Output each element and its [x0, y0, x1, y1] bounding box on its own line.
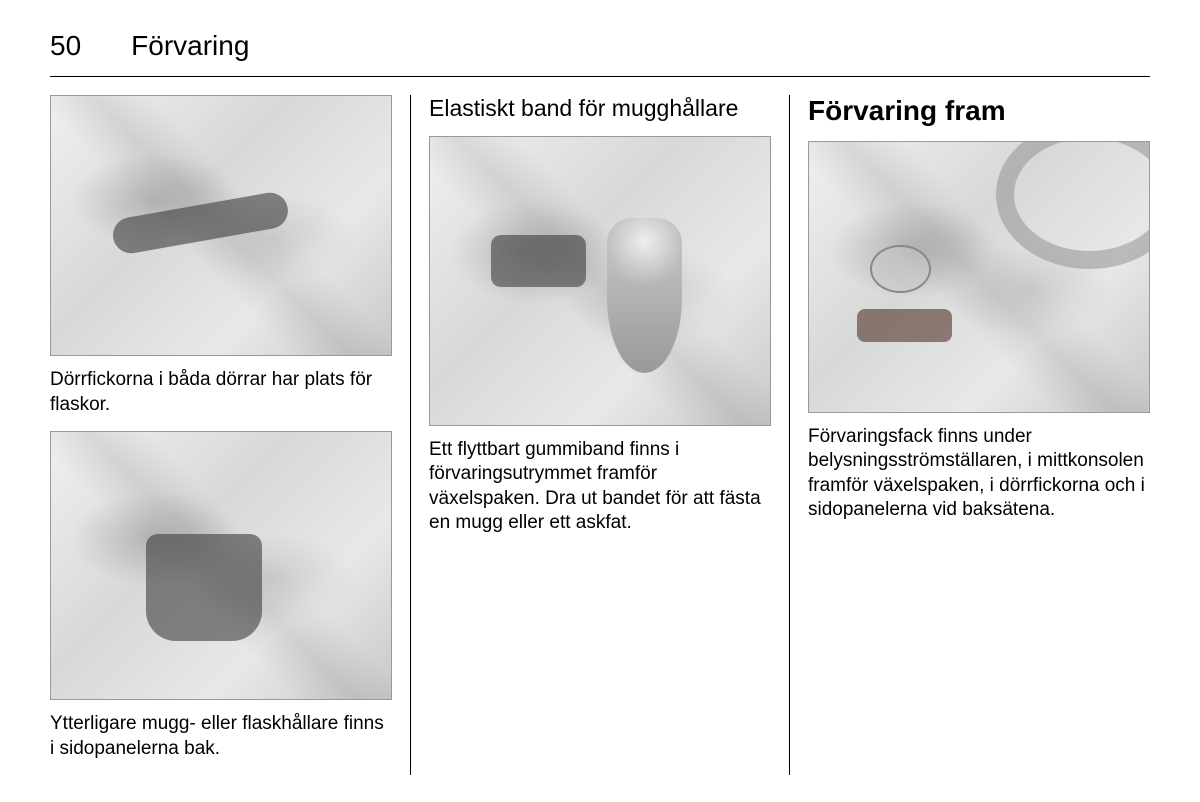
illustration-rear-side-panel — [50, 431, 392, 700]
page-number: 50 — [50, 30, 81, 62]
page-header: 50 Förvaring — [50, 30, 1150, 77]
three-column-layout: Dörrfickorna i båda dörrar har plats för… — [50, 95, 1150, 775]
column-right: Förvaring fram Förvaringsfack finns unde… — [789, 95, 1150, 775]
heading-elastic-band: Elastiskt band för mugghållare — [429, 95, 771, 122]
column-middle: Elastiskt band för mugghållare Ett flytt… — [410, 95, 789, 775]
column-left: Dörrfickorna i båda dörrar har plats för… — [50, 95, 410, 775]
text-front-storage: Förvaringsfack finns under belysningsstr… — [808, 425, 1150, 522]
section-title: Förvaring — [131, 30, 249, 62]
illustration-center-console — [429, 136, 771, 426]
illustration-door-pocket — [50, 95, 392, 356]
text-rear-holders: Ytterligare mugg- eller flaskhållare fin… — [50, 712, 392, 761]
text-door-pockets: Dörrfickorna i båda dörrar har plats för… — [50, 368, 392, 417]
text-elastic-band: Ett flyttbart gummiband finns i förvarin… — [429, 438, 771, 535]
heading-front-storage: Förvaring fram — [808, 95, 1150, 127]
illustration-dashboard-lower — [808, 141, 1150, 413]
